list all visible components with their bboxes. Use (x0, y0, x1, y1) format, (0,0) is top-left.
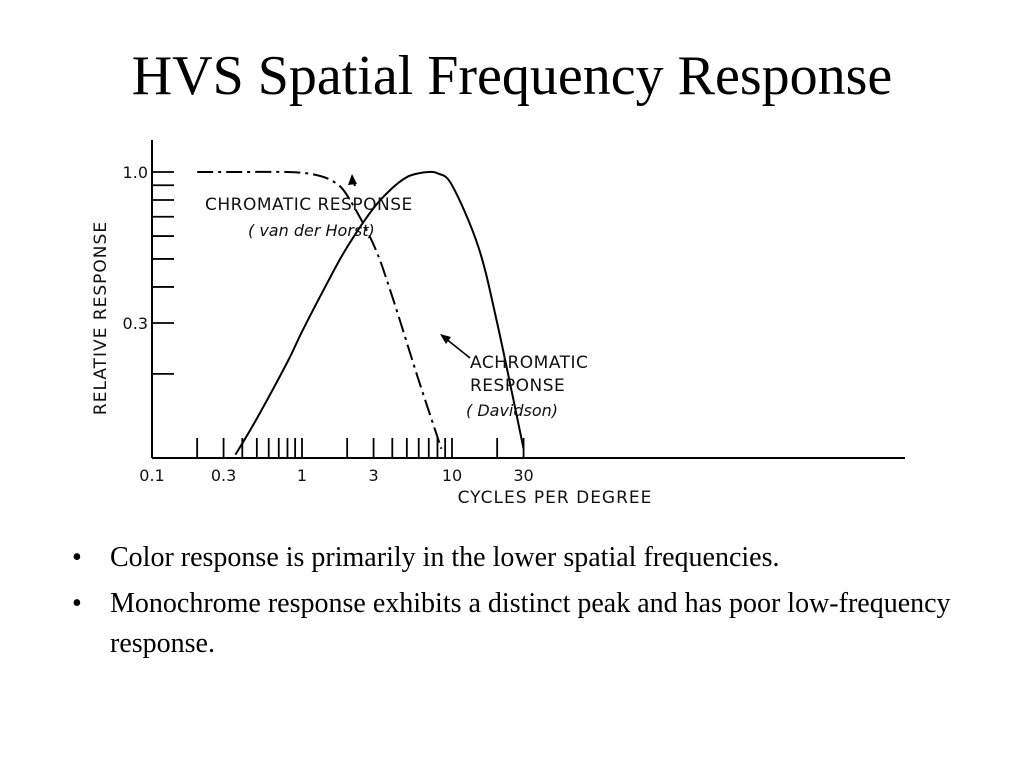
chromatic-response-curve (197, 170, 443, 450)
x-axis-label: CYCLES PER DEGREE (458, 488, 653, 508)
x-tick-label: 3 (368, 466, 378, 485)
x-tick-label: 10 (442, 466, 462, 485)
x-tick-label: 30 (513, 466, 533, 485)
achromatic-leader-arrow (444, 337, 471, 359)
bullet-dot: • (72, 542, 82, 573)
bullet-dot: • (72, 588, 82, 619)
y-axis-label: RELATIVE RESPONSE (91, 221, 111, 415)
x-tick-label: 1 (297, 466, 307, 485)
x-tick-label: 0.3 (211, 466, 236, 485)
achromatic-leader-arrowhead (440, 334, 451, 344)
achromatic-response-label-line2: RESPONSE (470, 376, 565, 396)
tick-marks: 0.1 0.3 1 3 10 30 1.0 0.3 (123, 163, 534, 485)
bullet-item-monochrome: • Monochrome response exhibits a distinc… (72, 584, 952, 664)
achromatic-response-source: ( Davidson) (466, 401, 558, 420)
y-tick-label: 1.0 (123, 163, 148, 182)
y-tick-label: 0.3 (123, 314, 148, 333)
chromatic-leader-arrowhead (348, 174, 357, 185)
chromatic-response-source: ( van der Horst) (248, 221, 375, 240)
chromatic-response-label: CHROMATIC RESPONSE (205, 195, 413, 215)
achromatic-response-label-line1: ACHROMATIC (470, 353, 588, 373)
series-curves (197, 170, 525, 456)
axes (151, 140, 905, 459)
bullet-text: Color response is primarily in the lower… (110, 542, 780, 573)
achromatic-response-curve (234, 170, 525, 456)
frequency-response-chart: 0.1 0.3 1 3 10 30 1.0 0.3 CYCLES PER DEGREE REL… (91, 140, 905, 508)
bullet-list: • Color response is primarily in the low… (72, 538, 952, 670)
bullet-item-color: • Color response is primarily in the low… (72, 538, 952, 578)
x-tick-label: 0.1 (139, 466, 164, 485)
bullet-text: Monochrome response exhibits a distinct … (110, 588, 951, 659)
slide-title: HVS Spatial Frequency Response (131, 45, 893, 107)
